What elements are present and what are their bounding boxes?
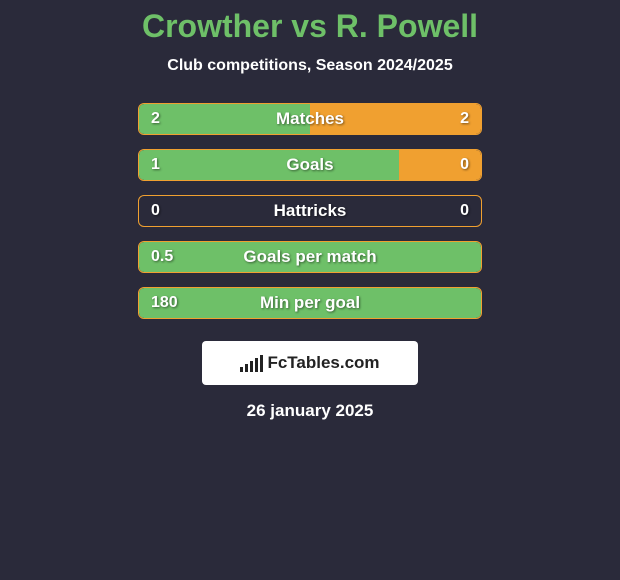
stat-row: 0.5Goals per match: [138, 241, 482, 273]
logo-bars-icon: [240, 354, 263, 372]
stat-label: Goals per match: [139, 242, 481, 272]
stat-bar: 22Matches: [138, 103, 482, 135]
stat-label: Hattricks: [139, 196, 481, 226]
stat-row: 22Matches: [138, 103, 482, 135]
stat-label: Goals: [139, 150, 481, 180]
brand-inner: FcTables.com: [240, 353, 379, 373]
brand-text: FcTables.com: [267, 353, 379, 373]
stat-row: 00Hattricks: [138, 195, 482, 227]
stat-bar: 10Goals: [138, 149, 482, 181]
stat-row: 180Min per goal: [138, 287, 482, 319]
stat-row: 10Goals: [138, 149, 482, 181]
comparison-widget: Crowther vs R. Powell Club competitions,…: [0, 0, 620, 421]
brand-box[interactable]: FcTables.com: [202, 341, 418, 385]
page-title: Crowther vs R. Powell: [142, 8, 478, 45]
stat-label: Matches: [139, 104, 481, 134]
stat-bar: 00Hattricks: [138, 195, 482, 227]
stat-rows: 22Matches 10Goals 00Hattricks 0.5Goals per …: [138, 103, 482, 333]
stat-bar: 180Min per goal: [138, 287, 482, 319]
stat-bar: 0.5Goals per match: [138, 241, 482, 273]
date-text: 26 january 2025: [247, 401, 374, 421]
stat-label: Min per goal: [139, 288, 481, 318]
subtitle: Club competitions, Season 2024/2025: [167, 57, 452, 75]
